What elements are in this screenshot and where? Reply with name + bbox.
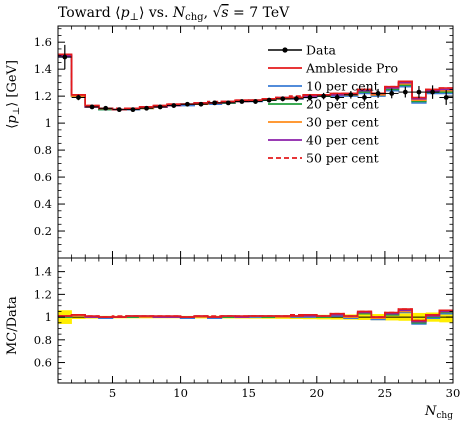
data-point	[416, 89, 422, 95]
x-tick-label: 30	[446, 386, 461, 400]
data-points	[58, 44, 453, 113]
main-y-tick-label: 0.8	[34, 143, 52, 157]
ratio-y-tick-label: 1.4	[34, 265, 52, 279]
legend-label: Ambleside Pro	[305, 61, 398, 76]
title-s-symbol: s	[221, 5, 228, 21]
ratio-x-ticks: 5 10 15 20 25 30	[71, 258, 461, 400]
main-panel: 0.2 0.4 0.6 0.8 1 1.2 1.4 1.6 ⟨p⊥⟩ [GeV] Data Am…	[5, 25, 454, 259]
legend-marker-data	[282, 47, 288, 53]
data-point	[430, 89, 435, 95]
main-y-tick-label: 0.4	[34, 197, 52, 211]
legend-entry-20-per-cent: 20 per cent	[268, 97, 379, 112]
legend-label: 40 per cent	[306, 133, 379, 148]
main-y-tick-label: 1.4	[34, 62, 52, 76]
ratio-y-tick-label: 0.6	[34, 356, 52, 370]
x-tick-label: 5	[109, 386, 116, 400]
data-point	[389, 91, 395, 96]
data-point	[307, 95, 313, 100]
title-pt-symbol: p	[121, 5, 130, 21]
x-axis-label: Nchg	[424, 404, 453, 421]
legend-entry-ambleside-pro: Ambleside Pro	[268, 61, 398, 76]
title-part-3: , √	[204, 5, 222, 21]
data-point	[212, 100, 218, 106]
main-y-tick-label: 0.6	[34, 170, 52, 184]
ratio-panel-frame	[57, 257, 454, 384]
title-part-4: = 7 TeV	[229, 5, 291, 21]
ratio-mc-histograms	[58, 308, 453, 325]
ratio-panel: 0.6 0.8 1 1.2 1.4 5 10 15 20 25 30 MC/Data Nchg	[5, 257, 461, 421]
data-point	[62, 54, 68, 60]
data-point	[362, 95, 367, 100]
ratio-series-50-per-cent	[58, 308, 453, 322]
legend-label: 30 per cent	[306, 115, 379, 130]
legend-label: 50 per cent	[306, 151, 379, 166]
legend-entry-10-per-cent: 10 per cent	[268, 79, 379, 94]
x-tick-label: 15	[241, 386, 256, 400]
data-point	[239, 99, 245, 104]
legend-label: 10 per cent	[306, 79, 379, 94]
title-n-subscript: chg	[185, 12, 204, 23]
ratio-y-tick-label: 0.8	[34, 333, 52, 347]
legend-entry-data: Data	[268, 43, 336, 58]
title-pt-subscript: ⊥	[130, 12, 139, 23]
data-point	[89, 104, 95, 110]
data-point	[225, 100, 231, 106]
title-part-2: ⟩ vs.	[139, 5, 173, 21]
legend-entry-40-per-cent: 40 per cent	[268, 133, 379, 148]
data-point	[130, 107, 136, 113]
main-y-tick-label: 1	[45, 116, 52, 130]
title-part-1: Toward ⟨	[58, 5, 121, 21]
main-y-tick-label: 1.6	[34, 35, 52, 49]
x-tick-label: 10	[173, 386, 188, 400]
data-point	[402, 89, 408, 95]
legend-label: Data	[306, 43, 336, 58]
ratio-y-ticks: 0.6 0.8 1 1.2 1.4	[34, 265, 453, 380]
data-point	[321, 93, 327, 99]
series-50-per-cent	[58, 53, 453, 110]
main-x-ticks	[71, 26, 454, 258]
main-y-axis-label: ⟨p⊥⟩ [GeV]	[5, 60, 22, 129]
ratio-y-tick-label: 1.2	[34, 287, 52, 301]
data-point	[293, 96, 299, 102]
main-y-ticks: 0.2 0.4 0.6 0.8 1 1.2 1.4 1.6	[34, 28, 453, 252]
title-n-symbol: N	[172, 5, 186, 21]
chart-title: Toward ⟨p⊥⟩ vs. Nchg, √s = 7 TeV	[58, 5, 290, 23]
data-point	[253, 99, 258, 104]
ratio-y-tick-label: 1	[45, 310, 52, 324]
data-point	[348, 92, 354, 98]
data-point	[144, 105, 149, 111]
data-point	[266, 97, 272, 103]
main-y-tick-label: 0.2	[34, 224, 52, 238]
ratio-y-axis-label: MC/Data	[5, 296, 20, 355]
data-point	[103, 105, 109, 111]
x-tick-label: 20	[309, 386, 324, 400]
data-point	[280, 96, 286, 102]
x-tick-label: 25	[378, 386, 393, 400]
data-point	[157, 104, 163, 110]
legend: Data Ambleside Pro 10 per cent 20 per cent 3…	[268, 43, 398, 166]
data-point	[198, 101, 204, 107]
legend-entry-50-per-cent: 50 per cent	[268, 151, 379, 166]
main-y-tick-label: 1.2	[34, 89, 52, 103]
data-point	[171, 103, 177, 108]
data-point	[184, 101, 190, 107]
data-point	[76, 95, 81, 100]
legend-entry-30-per-cent: 30 per cent	[268, 115, 379, 130]
data-point	[116, 107, 122, 113]
legend-label: 20 per cent	[306, 97, 379, 112]
data-point	[375, 91, 381, 96]
data-point	[334, 95, 340, 100]
